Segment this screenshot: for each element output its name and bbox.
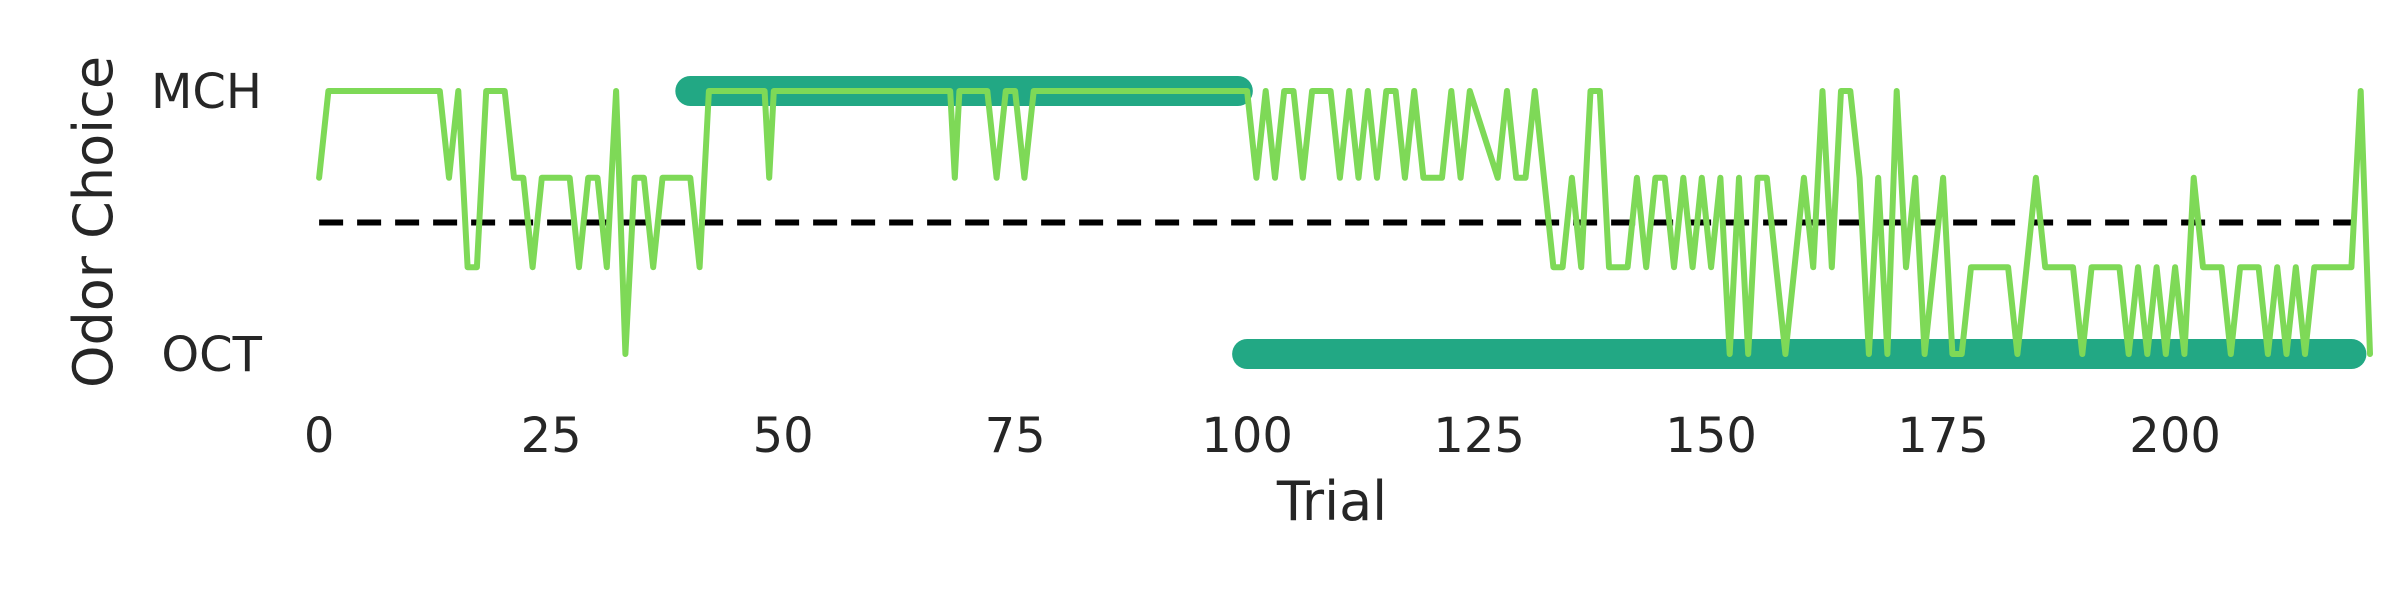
x-axis-ticks: 0 25 50 75 100 125 150 175 200 [304, 408, 2221, 464]
x-tick-label: 125 [1433, 408, 1525, 464]
y-axis-ticks: OCT MCH [151, 64, 263, 383]
choice-series-layer [316, 88, 2373, 357]
x-tick-label: 100 [1201, 408, 1293, 464]
x-tick-label: 25 [521, 408, 582, 464]
x-tick-label: 175 [1897, 408, 1989, 464]
x-tick-label: 75 [985, 408, 1046, 464]
x-axis-title: Trial [1276, 470, 1387, 533]
choice-series-line-0 [316, 88, 2373, 357]
x-tick-label: 150 [1665, 408, 1757, 464]
x-tick-label: 200 [2129, 408, 2221, 464]
y-tick-label: MCH [151, 64, 262, 120]
y-axis-title: Odor Choice [62, 56, 125, 388]
y-tick-label: OCT [161, 327, 262, 383]
x-tick-label: 0 [304, 408, 335, 464]
x-tick-label: 50 [753, 408, 814, 464]
